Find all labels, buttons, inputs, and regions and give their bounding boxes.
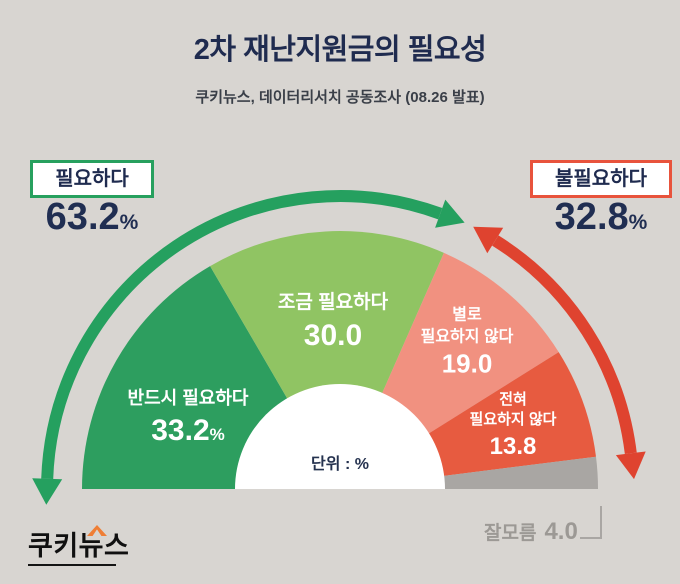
chart-unit-label: 단위 : %	[311, 456, 369, 473]
segment-1-label: 조금 필요하다	[277, 292, 389, 314]
segment-3-label: 전혀 필요하지 않다	[469, 390, 557, 428]
segment-1-value: 30.0	[303, 319, 363, 352]
segment-0-value: 33.2%	[151, 414, 225, 447]
logo-text: 쿠키뉴스	[28, 525, 129, 560]
positive-arrow-arc	[41, 190, 443, 480]
positive-badge-label: 필요하다	[55, 168, 129, 190]
negative-arrow-head-start	[473, 226, 504, 254]
segment-3-value: 13.8	[489, 433, 537, 460]
negative-badge-label: 불필요하다	[555, 168, 647, 190]
positive-arrow-head-start	[32, 478, 63, 505]
subtitle: 쿠키뉴스, 데이터리서치 공동조사 (08.26 발표)	[195, 89, 485, 106]
negative-arrow-head-end	[615, 451, 646, 480]
chart-inner-circle	[235, 384, 445, 489]
positive-value: 63.2%	[45, 196, 139, 238]
negative-badge: 불필요하다	[530, 160, 672, 198]
page-title: 2차 재난지원금의 필요성	[193, 34, 487, 66]
unknown-leader-line	[580, 506, 602, 539]
segment-2-label: 별로 필요하지 않다	[420, 306, 514, 345]
negative-value: 32.8%	[554, 196, 648, 238]
positive-badge: 필요하다	[30, 160, 154, 198]
segment-0-label: 반드시 필요하다	[127, 387, 249, 408]
segment-wedge-1	[210, 231, 444, 489]
positive-arrow-head-end	[435, 199, 465, 228]
kukinews-logo: 쿠키뉴스	[28, 525, 129, 566]
segment-2-value: 19.0	[441, 348, 493, 379]
segment-4-label: 잘모름	[484, 523, 537, 544]
logo-underline	[28, 564, 116, 566]
negative-arrow-arc	[492, 235, 637, 455]
segment-4-label-group: 잘모름 4.0	[484, 518, 578, 546]
segment-4-value: 4.0	[544, 518, 578, 545]
